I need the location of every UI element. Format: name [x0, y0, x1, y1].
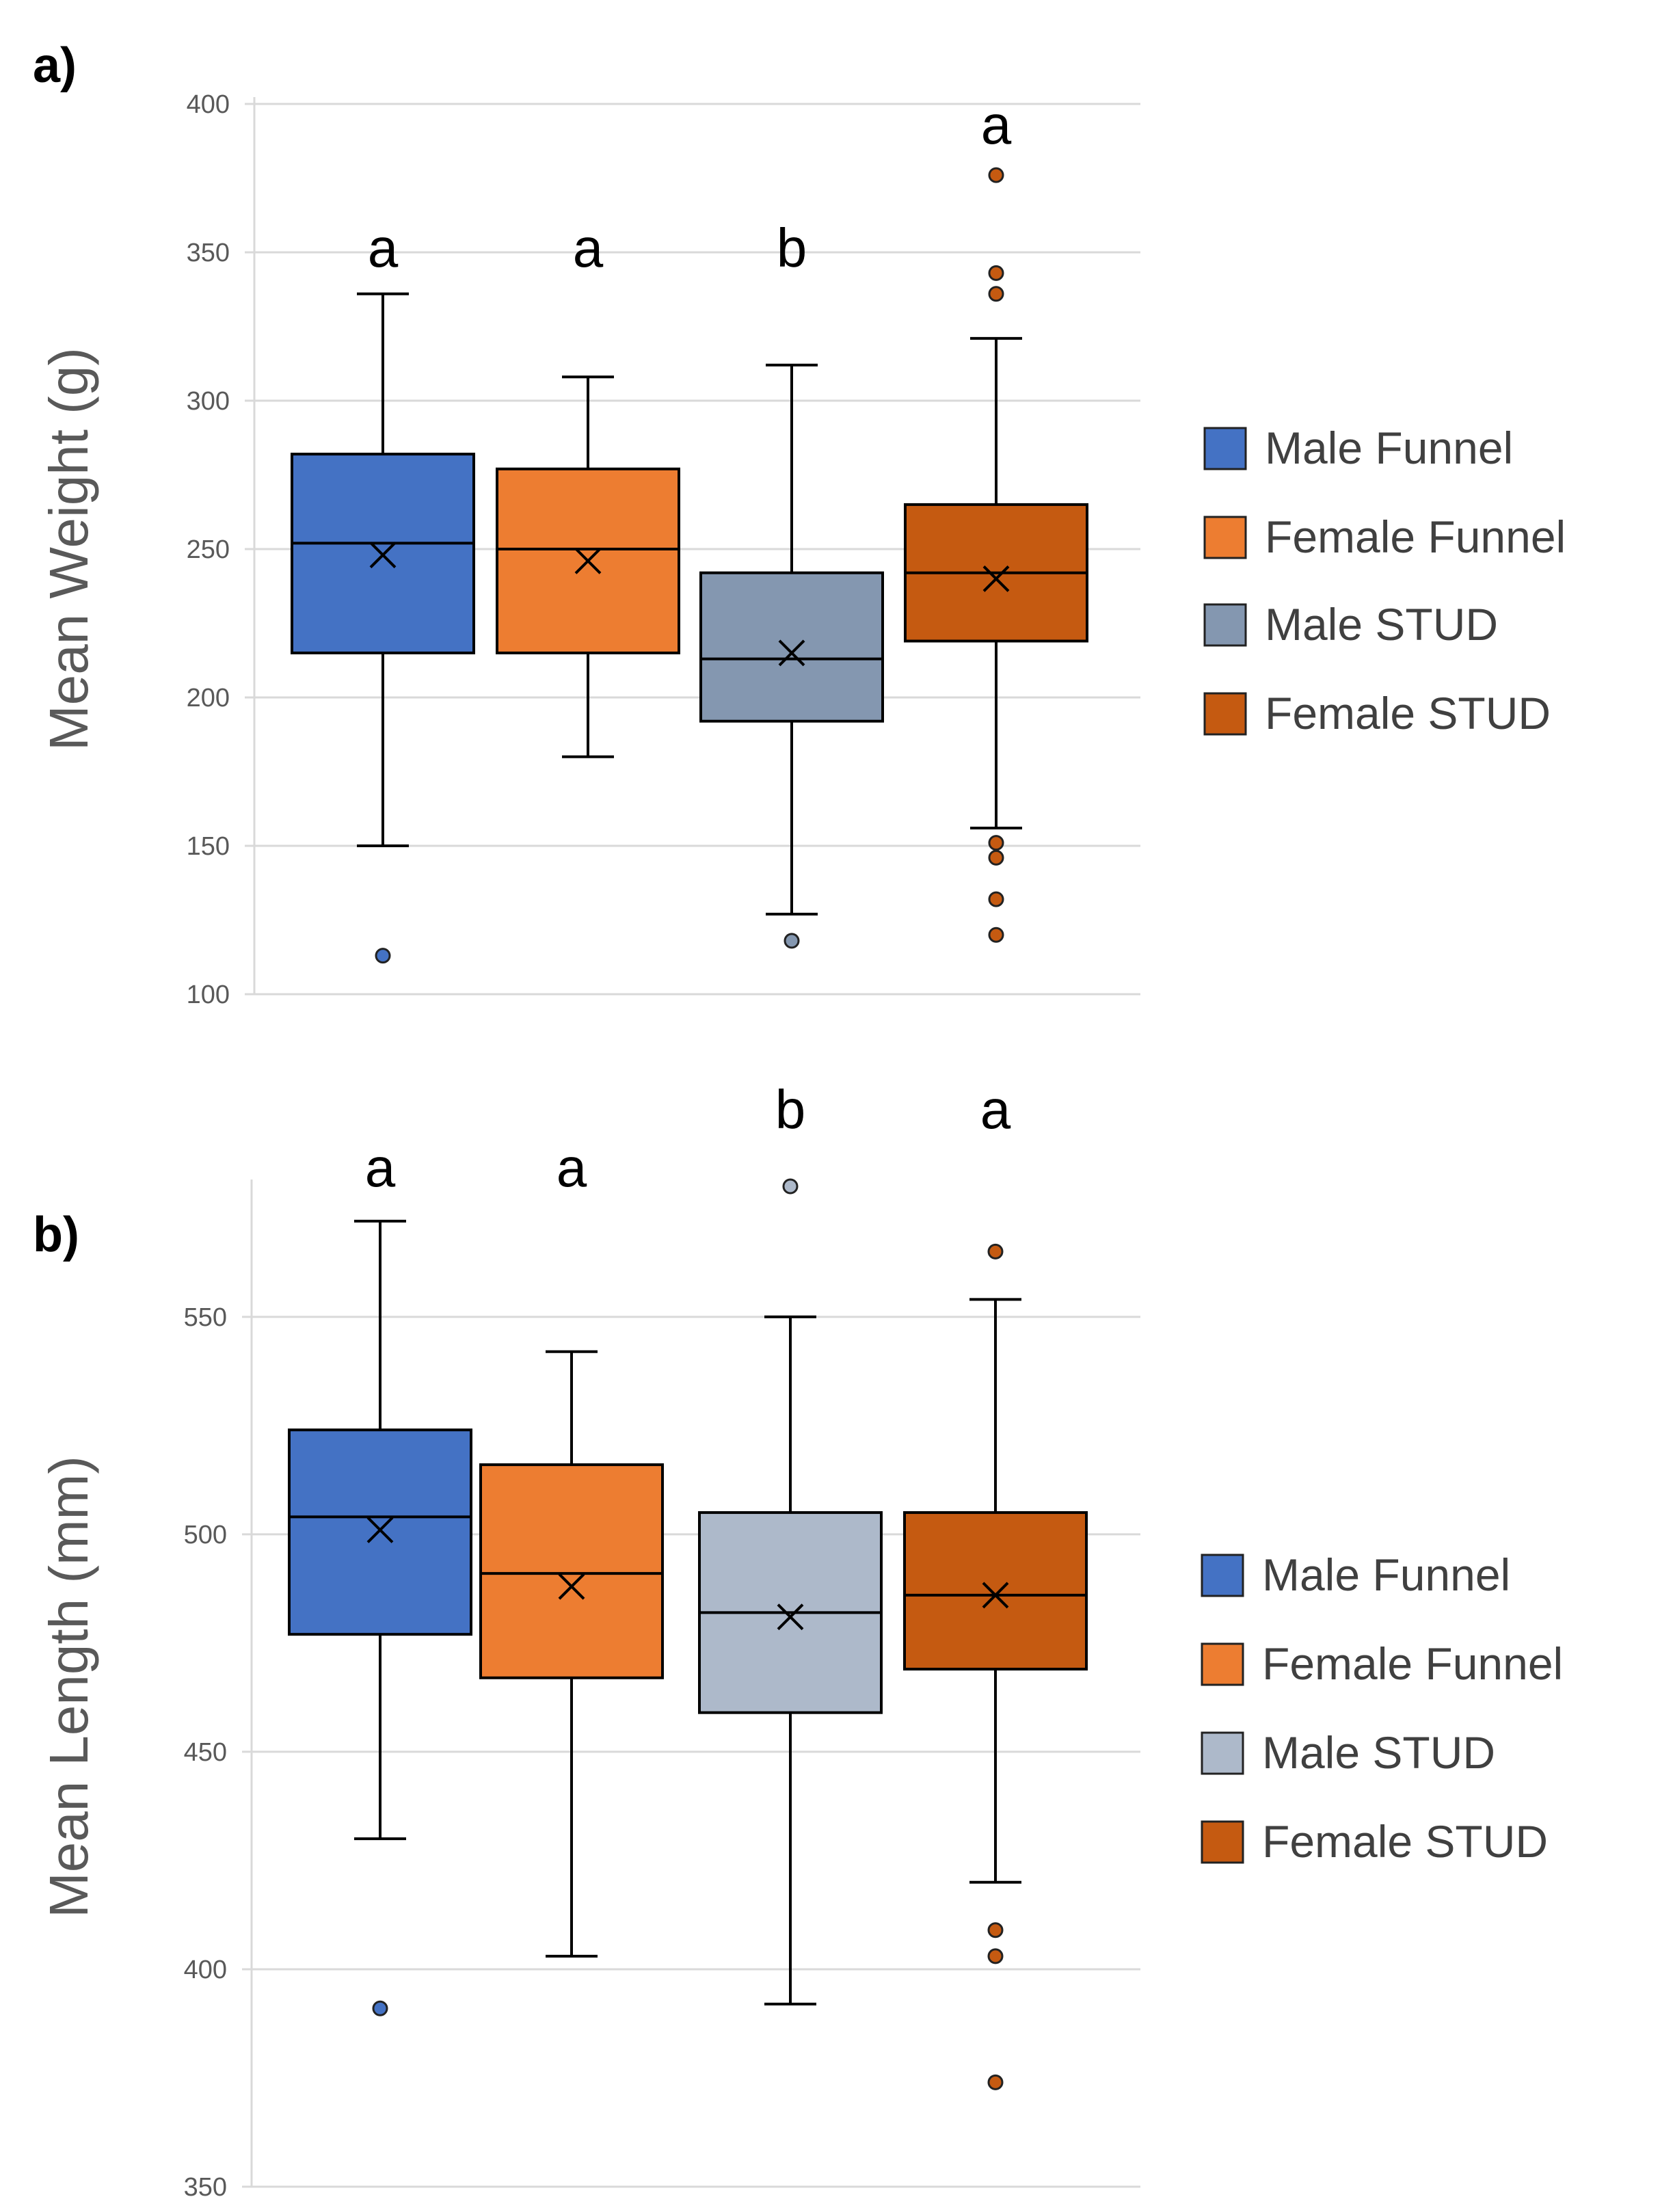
- iqr-box: [479, 1463, 664, 1679]
- mean-marker: [574, 547, 602, 574]
- y-tick-label: 350: [187, 239, 230, 267]
- legend-label: Female STUD: [1262, 1816, 1548, 1867]
- y-axis-title: Mean Length (mm): [38, 1456, 99, 1918]
- y-tick-label: 450: [184, 1738, 227, 1767]
- y-tick-label: 550: [184, 1303, 227, 1332]
- mean-marker: [778, 639, 805, 667]
- iqr-box: [699, 571, 884, 723]
- legend-swatch: [1203, 603, 1247, 647]
- legend-label: Male Funnel: [1265, 423, 1513, 473]
- legend-label: Male STUD: [1262, 1727, 1495, 1778]
- outlier-point: [372, 2000, 388, 2016]
- box-male-stud: b: [699, 217, 884, 949]
- legend-item-male-funnel: Male Funnel: [1201, 1549, 1510, 1600]
- legend-label: Female Funnel: [1265, 511, 1566, 562]
- box-female-funnel: a: [479, 1137, 664, 1958]
- box-male-funnel: a: [291, 217, 475, 964]
- mean-marker: [369, 542, 397, 569]
- box-male-funnel: a: [288, 1137, 472, 2016]
- y-tick-label: 350: [184, 2173, 227, 2202]
- legend-item-female-funnel: Female Funnel: [1203, 511, 1566, 562]
- y-tick-label: 100: [187, 981, 230, 1009]
- legend-item-female-stud: Female STUD: [1203, 688, 1551, 738]
- outlier-point: [988, 167, 1004, 183]
- panel-label: a): [33, 38, 77, 93]
- significance-letter: a: [981, 94, 1012, 155]
- outlier-point: [375, 948, 391, 964]
- box-female-stud: a: [904, 94, 1088, 943]
- outlier-point: [987, 2074, 1004, 2090]
- legend-item-male-stud: Male STUD: [1201, 1727, 1495, 1778]
- outlier-point: [987, 1243, 1004, 1260]
- outlier-point: [987, 1948, 1004, 1964]
- legend-swatch: [1203, 516, 1247, 559]
- y-tick-label: 150: [187, 832, 230, 861]
- legend-swatch: [1201, 1820, 1244, 1864]
- legend-label: Male STUD: [1265, 599, 1498, 650]
- mean-marker: [982, 565, 1010, 592]
- y-tick-label: 400: [187, 90, 230, 119]
- legend-swatch: [1201, 1731, 1244, 1775]
- legend-label: Female STUD: [1265, 688, 1551, 738]
- legend-item-male-funnel: Male Funnel: [1203, 423, 1513, 473]
- legend-swatch: [1203, 427, 1247, 470]
- significance-letter: b: [775, 1079, 806, 1140]
- outlier-point: [987, 1922, 1004, 1938]
- significance-letter: b: [777, 217, 807, 278]
- outlier-point: [988, 891, 1004, 907]
- iqr-box: [288, 1428, 472, 1636]
- significance-letter: a: [365, 1137, 396, 1198]
- mean-marker: [558, 1573, 585, 1600]
- legend-swatch: [1201, 1642, 1244, 1686]
- outlier-point: [988, 849, 1004, 866]
- outlier-point: [988, 835, 1004, 851]
- legend-swatch: [1203, 692, 1247, 736]
- legend-item-female-funnel: Female Funnel: [1201, 1638, 1563, 1689]
- box-female-stud: a: [903, 1079, 1088, 2090]
- panel-b: 350 400 450 500 550 Mean Length (mm) b) a Male F…: [33, 1079, 1563, 2202]
- significance-letter: a: [368, 217, 399, 278]
- outlier-point: [988, 927, 1004, 943]
- legend-item-female-stud: Female STUD: [1201, 1816, 1548, 1867]
- legend-item-male-stud: Male STUD: [1203, 599, 1498, 650]
- y-axis-title: Mean Weight (g): [38, 347, 99, 751]
- y-tick-label: 400: [184, 1956, 227, 1984]
- significance-letter: a: [980, 1079, 1011, 1140]
- y-tick-label: 200: [187, 684, 230, 712]
- y-tick-label: 300: [187, 387, 230, 416]
- iqr-box: [903, 1511, 1088, 1671]
- legend-label: Male Funnel: [1262, 1549, 1510, 1600]
- y-tick-label: 250: [187, 535, 230, 564]
- panel-a: 100 150 200 250 300 350 400 Mean Weight (g) a) a M…: [33, 38, 1566, 1009]
- significance-letter: a: [573, 217, 604, 278]
- panel-label: b): [33, 1208, 79, 1262]
- outlier-point: [988, 265, 1004, 281]
- outlier-point: [782, 1178, 799, 1195]
- significance-letter: a: [557, 1137, 587, 1198]
- outlier-point: [988, 286, 1004, 302]
- y-tick-label: 500: [184, 1521, 227, 1549]
- box-male-stud: b: [698, 1079, 883, 2006]
- mean-marker: [777, 1603, 804, 1631]
- box-female-funnel: a: [496, 217, 680, 758]
- legend-label: Female Funnel: [1262, 1638, 1563, 1689]
- outlier-point: [784, 933, 800, 949]
- mean-marker: [366, 1517, 394, 1543]
- legend-swatch: [1201, 1554, 1244, 1597]
- mean-marker: [982, 1582, 1009, 1609]
